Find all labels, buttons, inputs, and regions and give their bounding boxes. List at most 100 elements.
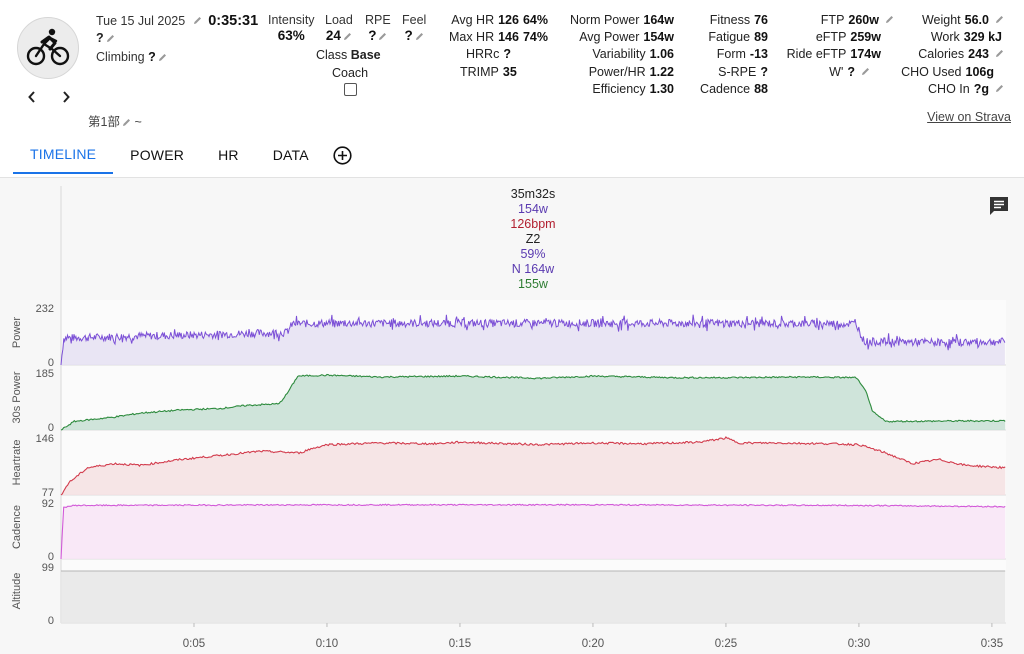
edit-icon[interactable]	[343, 32, 352, 41]
hr-stats: Avg HR 126 64% Max HR 146 74% HRRc? TRIMP 35	[440, 13, 548, 82]
form-value: -13	[749, 47, 768, 62]
coach-label: Coach	[332, 66, 369, 80]
tab-power[interactable]: POWER	[130, 147, 185, 163]
cadence-value: 88	[754, 81, 768, 96]
fitness-stats: Fitness 76 Fatigue 89 Form -13 S-RPE? Caden…	[690, 13, 768, 99]
norm-power-label: Norm Power	[569, 13, 640, 27]
avg-power-label: Avg Power	[579, 30, 640, 45]
ftp-stats: FTP 260w eFTP 259w Ride eFTP 174w W'?	[780, 13, 894, 82]
comment-button[interactable]	[988, 195, 1010, 220]
series-area-heartrate	[61, 437, 1006, 495]
series-line-30s-power	[60, 373, 1006, 431]
edit-icon[interactable]	[193, 16, 202, 25]
body-stats: Weight 56.0 Work 329 kJ Calories 243 CHO Us…	[900, 13, 1004, 99]
series-line-power	[60, 314, 1006, 366]
rpe-value[interactable]: ?	[368, 28, 377, 43]
work-value: 329 kJ	[963, 30, 1002, 45]
coach-checkbox[interactable]	[343, 83, 357, 96]
ftp-value[interactable]: 260w	[848, 13, 879, 27]
weight-label: Weight	[921, 13, 961, 27]
fitness-value: 76	[754, 13, 768, 27]
avg-hr-value: 126	[498, 13, 519, 27]
activity-tabs: TIMELINE POWER HR DATA	[13, 136, 352, 174]
elapsed-time: 0:35:31	[208, 13, 259, 29]
fitness-label: Fitness	[709, 13, 751, 27]
section-name-text: 第1部	[88, 115, 120, 129]
eftp-value: 259w	[850, 30, 881, 45]
hover-norm-power: N 164w	[511, 262, 555, 276]
efficiency-label: Efficiency	[592, 81, 646, 96]
ride-eftp-value: 174w	[850, 47, 881, 62]
y-tick-label: 232	[36, 303, 54, 315]
weight-value[interactable]: 56.0	[964, 13, 989, 27]
variability-value: 1.06	[649, 47, 674, 62]
edit-icon[interactable]	[122, 118, 131, 127]
fatigue-value: 89	[754, 30, 768, 45]
panel-label-power: Power	[11, 317, 23, 349]
add-tab-button[interactable]	[333, 145, 352, 168]
series-area-cadence	[61, 504, 1006, 559]
tab-timeline[interactable]: TIMELINE	[13, 136, 114, 174]
y-tick-label: 0	[48, 357, 54, 369]
norm-power-value: 164w	[643, 13, 674, 27]
edit-icon[interactable]	[415, 32, 424, 41]
series-area-power	[61, 314, 1005, 365]
edit-icon[interactable]	[885, 15, 894, 24]
avg-hr-label: Avg HR	[451, 13, 495, 27]
hrrc-label: HRRc	[466, 47, 500, 62]
hover-percent: 59%	[520, 247, 546, 261]
feel-label: Feel	[402, 13, 427, 27]
feel-value[interactable]: ?	[404, 28, 413, 43]
plus-circle-icon	[333, 145, 352, 168]
avg-power-value: 154w	[643, 30, 674, 45]
hover-heartrate: 126bpm	[510, 217, 556, 231]
srpe-value: ?	[760, 64, 768, 79]
cho-in-value[interactable]: ?g	[973, 81, 989, 96]
previous-activity-button[interactable]	[22, 88, 42, 108]
edit-icon[interactable]	[995, 49, 1004, 58]
hrrc-value: ?	[503, 47, 511, 62]
hover-duration: 35m32s	[510, 187, 556, 201]
work-label: Work	[930, 30, 960, 45]
variability-label: Variability	[592, 47, 646, 62]
panel-label-heartrate: Heartrate	[11, 440, 23, 486]
trimp-value: 35	[502, 64, 517, 79]
tab-data[interactable]: DATA	[272, 147, 309, 163]
edit-icon[interactable]	[158, 53, 167, 62]
section-suffix: ~	[134, 115, 142, 129]
activity-title-value[interactable]: ?	[96, 31, 104, 45]
edit-icon[interactable]	[995, 84, 1004, 93]
power-stats: Norm Power 164w Avg Power 154w Variability…	[560, 13, 674, 99]
rpe-stat: RPE ?	[365, 13, 391, 43]
x-tick-label: 0:20	[582, 638, 604, 650]
load-value[interactable]: 24	[325, 28, 341, 43]
series-line-cadence	[60, 503, 1006, 560]
view-on-strava-link[interactable]: View on Strava	[927, 110, 1011, 124]
srpe-label: S-RPE	[718, 64, 757, 79]
load-stat: Load 24	[325, 13, 353, 43]
max-hr-pct: 74%	[522, 30, 548, 45]
y-tick-label: 99	[42, 562, 54, 574]
x-tick-label: 0:10	[316, 638, 338, 650]
edit-icon[interactable]	[378, 32, 387, 41]
class-stat: Class Base	[316, 48, 381, 62]
calories-value[interactable]: 243	[968, 47, 989, 62]
wprime-value[interactable]: ?	[847, 64, 855, 79]
section-name[interactable]: 第1部 ~	[88, 111, 142, 130]
y-tick-label: 92	[42, 498, 54, 510]
tab-hr[interactable]: HR	[218, 147, 239, 163]
edit-icon[interactable]	[861, 67, 870, 76]
edit-icon[interactable]	[995, 15, 1004, 24]
hover-30s-power: 155w	[518, 277, 548, 291]
calories-label: Calories	[918, 47, 965, 62]
edit-icon[interactable]	[106, 34, 115, 43]
activity-date[interactable]: Tue 15 Jul 2025	[96, 14, 186, 28]
panel-label-altitude: Altitude	[11, 573, 23, 610]
x-tick-label: 0:30	[848, 638, 870, 650]
class-value[interactable]: Base	[350, 48, 381, 62]
cho-used-value: 106g	[965, 64, 995, 79]
next-activity-button[interactable]	[56, 88, 76, 108]
climbing-value[interactable]: ?	[148, 50, 156, 64]
cho-in-label: CHO In	[928, 81, 970, 96]
